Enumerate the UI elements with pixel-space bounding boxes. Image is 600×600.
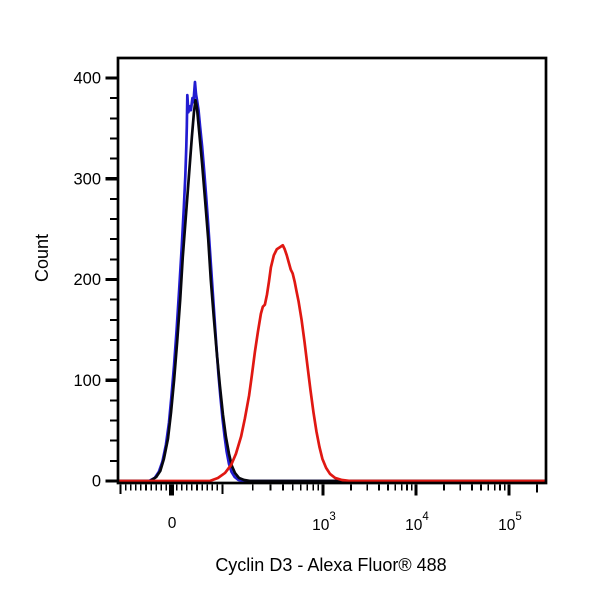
axis-ticks-layer [105, 76, 538, 496]
curves-layer [117, 80, 547, 483]
x-axis-title: Cyclin D3 - Alexa Fluor® 488 [215, 555, 446, 575]
series-red-stained-histogram [117, 243, 547, 483]
y-axis-tick-label: 300 [73, 170, 101, 188]
y-axis-tick-label: 400 [73, 70, 101, 88]
y-axis-title: Count [32, 234, 52, 282]
x-axis-tick-label: 0 [168, 515, 177, 532]
series-black-control-histogram [117, 98, 547, 483]
x-axis-tick-label: 105 [498, 511, 522, 534]
y-axis-tick-label: 200 [73, 271, 101, 289]
plot-frame-layer [116, 56, 548, 485]
x-axis-tick-label: 104 [405, 511, 429, 534]
y-axis-tick-label: 100 [73, 372, 101, 390]
x-axis-tick-label: 103 [312, 511, 336, 534]
plot-frame [116, 56, 548, 485]
y-axis-tick-label: 0 [92, 473, 101, 491]
